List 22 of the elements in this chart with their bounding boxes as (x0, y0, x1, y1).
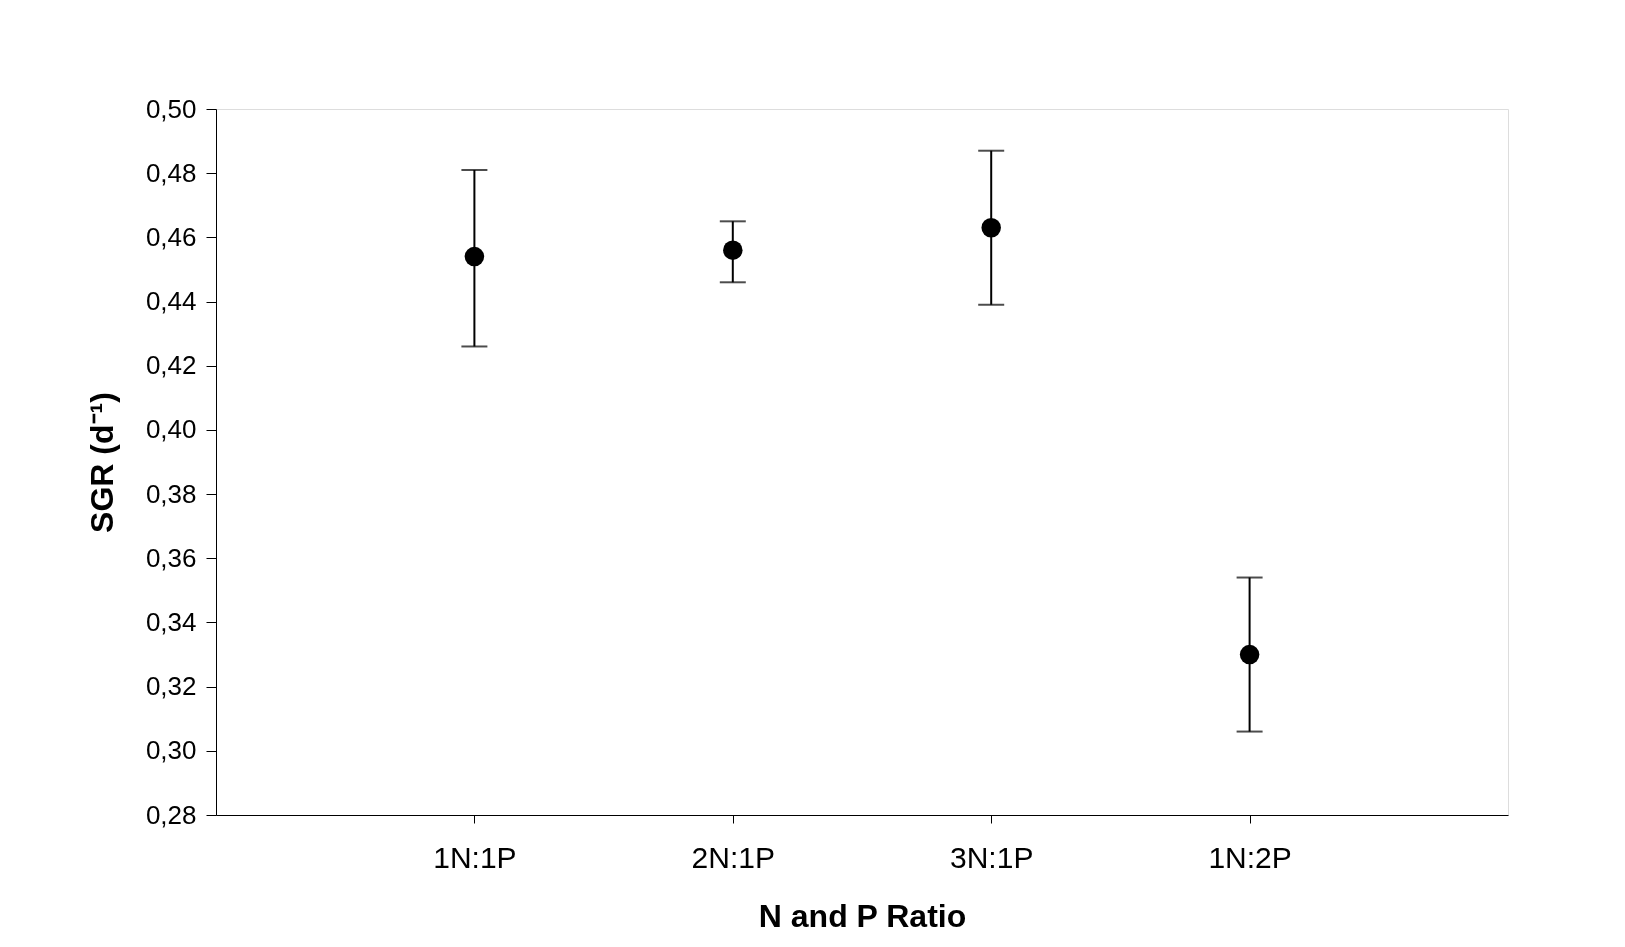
y-tick-label: 0,44 (145, 286, 197, 317)
x-tick-label: 2N:1P (691, 840, 775, 874)
point (464, 246, 485, 267)
x-tick-label: 1N:2P (1208, 840, 1292, 874)
point (981, 218, 1001, 238)
y-tick-label: 0,50 (145, 93, 197, 124)
point (723, 240, 743, 260)
y-tick-label: 0,42 (145, 350, 197, 381)
x-tick-label: 1N:1P (433, 840, 517, 874)
y-tick-label: 0,46 (145, 221, 197, 252)
y-tick-label: 0,36 (145, 542, 197, 573)
x-tick-label: 3N:1P (950, 840, 1034, 874)
y-tick-label: 0,28 (145, 799, 197, 830)
y-tick-label: 0,32 (145, 671, 197, 702)
y-tick-label: 0,30 (145, 735, 197, 766)
y-tick-label: 0,40 (145, 414, 197, 445)
y-tick-label: 0,34 (145, 606, 197, 637)
y-tick-label: 0,48 (145, 157, 197, 188)
x-axis-title: N and P Ratio (758, 897, 967, 934)
y-tick-label: 0,38 (145, 478, 197, 509)
point (1239, 644, 1260, 665)
y-axis-title: SGR (d⁻¹) (83, 392, 120, 533)
